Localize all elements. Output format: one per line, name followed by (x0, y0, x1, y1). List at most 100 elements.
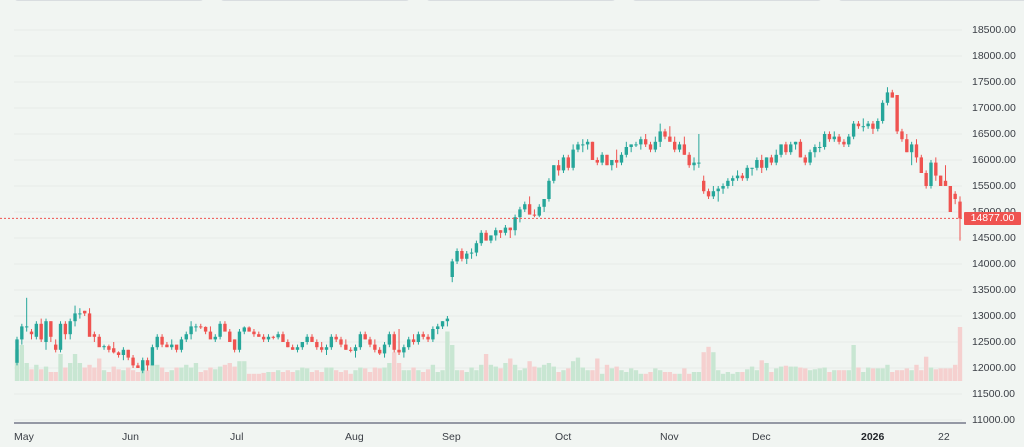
candle (832, 136, 836, 140)
volume-bar (725, 372, 731, 381)
candle (266, 336, 271, 340)
candle (750, 167, 754, 169)
candle (682, 144, 687, 155)
volume-bar (633, 370, 639, 381)
candle (653, 141, 658, 150)
candle (179, 339, 184, 350)
volume-bar (657, 370, 663, 381)
volume-bar (730, 373, 735, 381)
volume-bar (280, 372, 286, 381)
volume-bar (290, 372, 295, 381)
candle (571, 149, 575, 168)
candle (619, 154, 624, 163)
volume-bar (508, 358, 513, 381)
x-tick-label: Jul (230, 431, 244, 443)
last-price-tag: 14877.00 (964, 211, 1021, 225)
y-tick-label: 12000.00 (972, 362, 1016, 374)
candle (407, 339, 411, 348)
candle (648, 144, 653, 150)
candle (706, 191, 711, 197)
volume-bar (324, 367, 329, 381)
candle (136, 365, 140, 368)
volume-bar (251, 373, 257, 381)
volume-bar (590, 370, 595, 381)
volume-bar (957, 327, 963, 381)
volume-bar (435, 372, 440, 381)
candle (938, 175, 943, 186)
volume-bar (304, 368, 310, 381)
y-tick-label: 12500.00 (972, 336, 1016, 348)
volume-bar (53, 372, 58, 381)
y-tick-label: 17500.00 (972, 76, 1016, 88)
candle (697, 162, 701, 164)
candle (581, 144, 585, 146)
candle (494, 230, 498, 236)
volume-bar (836, 370, 842, 381)
candle (107, 346, 111, 350)
y-tick-label: 11000.00 (972, 414, 1016, 426)
volume-bar (827, 372, 832, 381)
volume-bar (928, 367, 934, 381)
candle (711, 191, 716, 197)
candle (943, 180, 948, 186)
candle (537, 206, 541, 216)
volume-bar (87, 364, 92, 381)
volume-bar (271, 372, 276, 381)
volume-bar (126, 367, 131, 381)
candle (498, 230, 503, 233)
x-tick-label: Nov (660, 431, 679, 443)
volume-bar (894, 370, 900, 381)
candle (803, 157, 807, 163)
volume-bar (372, 367, 378, 381)
candle (798, 141, 803, 158)
volume-bar (82, 367, 87, 381)
candle (527, 204, 532, 215)
candle (740, 175, 745, 179)
volume-bar (29, 369, 34, 381)
candle (755, 160, 759, 168)
volume-bar (159, 367, 165, 381)
volume-bar (798, 367, 803, 381)
candle (600, 154, 604, 163)
volume-bar (662, 372, 668, 381)
volume-bar (885, 364, 890, 381)
volume-bar (396, 363, 402, 381)
volume-bar (246, 373, 252, 381)
volume-bar (121, 370, 126, 381)
volume-bar (425, 369, 431, 381)
volume-bar (841, 370, 847, 381)
volume-bar (454, 370, 460, 381)
candle (663, 131, 667, 137)
volume-bar (716, 370, 721, 381)
candle (745, 167, 749, 179)
volume-bar (754, 370, 760, 381)
volume-bar (537, 367, 542, 381)
volume-bar (919, 370, 924, 381)
volume-bar (39, 369, 44, 381)
volume-bar (643, 373, 648, 381)
candle (353, 347, 358, 351)
candle (131, 357, 135, 366)
candle (914, 144, 919, 158)
volume-bar (498, 368, 503, 381)
candle (455, 251, 459, 262)
volume-bar (184, 364, 189, 381)
volume-bar (638, 373, 644, 381)
volume-bar (861, 372, 866, 381)
candle (639, 139, 643, 145)
volume-bar (846, 370, 851, 381)
volume-bar (566, 368, 571, 381)
volume-bar (155, 364, 160, 381)
volume-bar (923, 356, 929, 381)
candle (687, 154, 691, 166)
candle (919, 157, 924, 173)
volume-bar (875, 368, 880, 381)
candle (890, 92, 894, 98)
volume-bar (812, 369, 818, 381)
volume-bar (68, 363, 73, 381)
candle (566, 157, 570, 168)
candle (300, 342, 305, 348)
volume-bar (619, 370, 624, 381)
candle (503, 227, 508, 233)
